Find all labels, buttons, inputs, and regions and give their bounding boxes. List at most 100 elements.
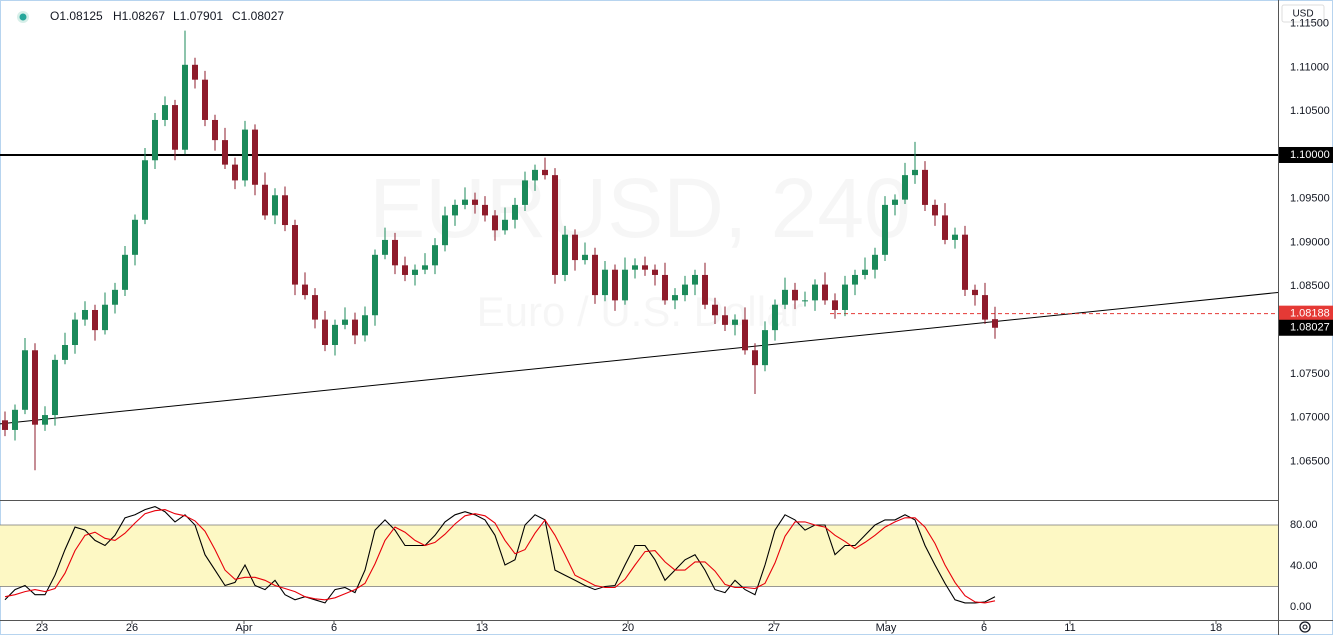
candle-body: [572, 234, 578, 261]
candle-body: [632, 265, 638, 270]
y-tick-label: 1.11500: [1290, 18, 1329, 30]
candle-body: [972, 289, 978, 296]
candle-body: [772, 304, 778, 331]
candle-body: [862, 269, 868, 275]
stoch-tick-label: 40.00: [1290, 560, 1318, 572]
candle-body: [562, 234, 568, 275]
x-tick-label: 27: [768, 622, 780, 634]
candle-body: [992, 319, 998, 328]
candle-body: [652, 269, 658, 275]
candle-body: [312, 295, 318, 320]
settings-icon[interactable]: [1299, 621, 1311, 633]
last-price-label: 1.08027: [1290, 322, 1330, 334]
candle-body: [602, 269, 608, 296]
horizontal-line-price-box: [1279, 146, 1333, 163]
candle-body: [822, 284, 828, 301]
candle-body: [932, 204, 938, 216]
candle-body: [542, 169, 548, 176]
y-tick-label: 1.10500: [1290, 105, 1330, 117]
stochastic-line: [4, 509, 996, 604]
candle-body: [592, 254, 598, 296]
candle-body: [422, 265, 428, 270]
y-tick-label: 1.09000: [1290, 236, 1330, 248]
candle-body: [82, 309, 88, 320]
candle-body: [852, 274, 858, 285]
candle-body: [502, 219, 508, 231]
candle-body: [842, 284, 848, 310]
candle-body: [122, 254, 128, 290]
candle-body: [372, 254, 378, 316]
candle-body: [912, 169, 918, 176]
stochastic-line: [4, 506, 996, 604]
candle-body: [112, 289, 118, 305]
candle-body: [462, 199, 468, 205]
x-tick-label: 6: [331, 622, 337, 634]
candle-body: [512, 204, 518, 220]
candle-body: [12, 409, 18, 430]
x-tick-label: 13: [476, 622, 488, 634]
candle-body: [332, 324, 338, 346]
candle-body: [62, 345, 68, 360]
candle-body: [202, 79, 208, 120]
candle-body: [452, 204, 458, 216]
candle-body: [262, 184, 268, 216]
candle-body: [622, 269, 628, 301]
x-tick-label: 26: [126, 622, 138, 634]
last-price-box: [1279, 319, 1333, 336]
candle-body: [792, 289, 798, 301]
ohlc-open: O1.08125: [50, 9, 103, 23]
candle-body: [832, 300, 838, 310]
x-tick-label: 20: [622, 622, 634, 634]
candle-body: [252, 129, 258, 185]
candle-body: [802, 300, 808, 302]
y-tick-label: 1.07000: [1290, 412, 1330, 424]
candle-body: [32, 350, 38, 425]
status-dot: [19, 13, 27, 21]
candle-body: [942, 215, 948, 240]
candle-body: [102, 304, 108, 331]
candle-body: [882, 204, 888, 255]
x-tick-label: May: [876, 622, 897, 634]
candle-body: [382, 239, 388, 255]
stochastic-band: [0, 525, 1278, 587]
candle-body: [322, 319, 328, 346]
ohlc-close: C1.08027: [232, 9, 284, 23]
candle-body: [522, 180, 528, 205]
candle-body: [872, 254, 878, 270]
candle-body: [812, 284, 818, 301]
candle-body: [472, 199, 478, 205]
candle-body: [152, 119, 158, 161]
candle-body: [362, 315, 368, 336]
candle-body: [302, 284, 308, 296]
x-tick-label: 23: [36, 622, 48, 634]
candle-body: [952, 234, 958, 240]
stochastic-pane: [0, 524, 1278, 587]
candle-body: [22, 350, 28, 410]
candle-body: [172, 105, 178, 150]
candle-body: [442, 215, 448, 246]
ohlc-high: H1.08267: [113, 9, 165, 23]
candle-body: [482, 204, 488, 216]
candle-body: [552, 175, 558, 275]
y-tick-label: 1.06500: [1290, 455, 1330, 467]
candle-body: [2, 420, 8, 430]
candle-body: [222, 140, 228, 165]
candle-body: [352, 319, 358, 336]
candle-body: [342, 319, 348, 325]
candle-body: [142, 160, 148, 220]
stoch-tick-label: 0.00: [1290, 601, 1311, 613]
candle-body: [42, 415, 48, 425]
candle-body: [612, 269, 618, 301]
currency-button[interactable]: [1281, 4, 1325, 23]
candle-body: [182, 64, 188, 150]
candle-body: [702, 274, 708, 305]
candle-body: [192, 64, 198, 80]
candle-body: [762, 330, 768, 366]
ohlc-low: L1.07901: [173, 9, 223, 23]
candle-body: [432, 245, 438, 266]
candle-body: [272, 195, 278, 216]
candle-body: [492, 215, 498, 231]
candle-body: [922, 169, 928, 205]
